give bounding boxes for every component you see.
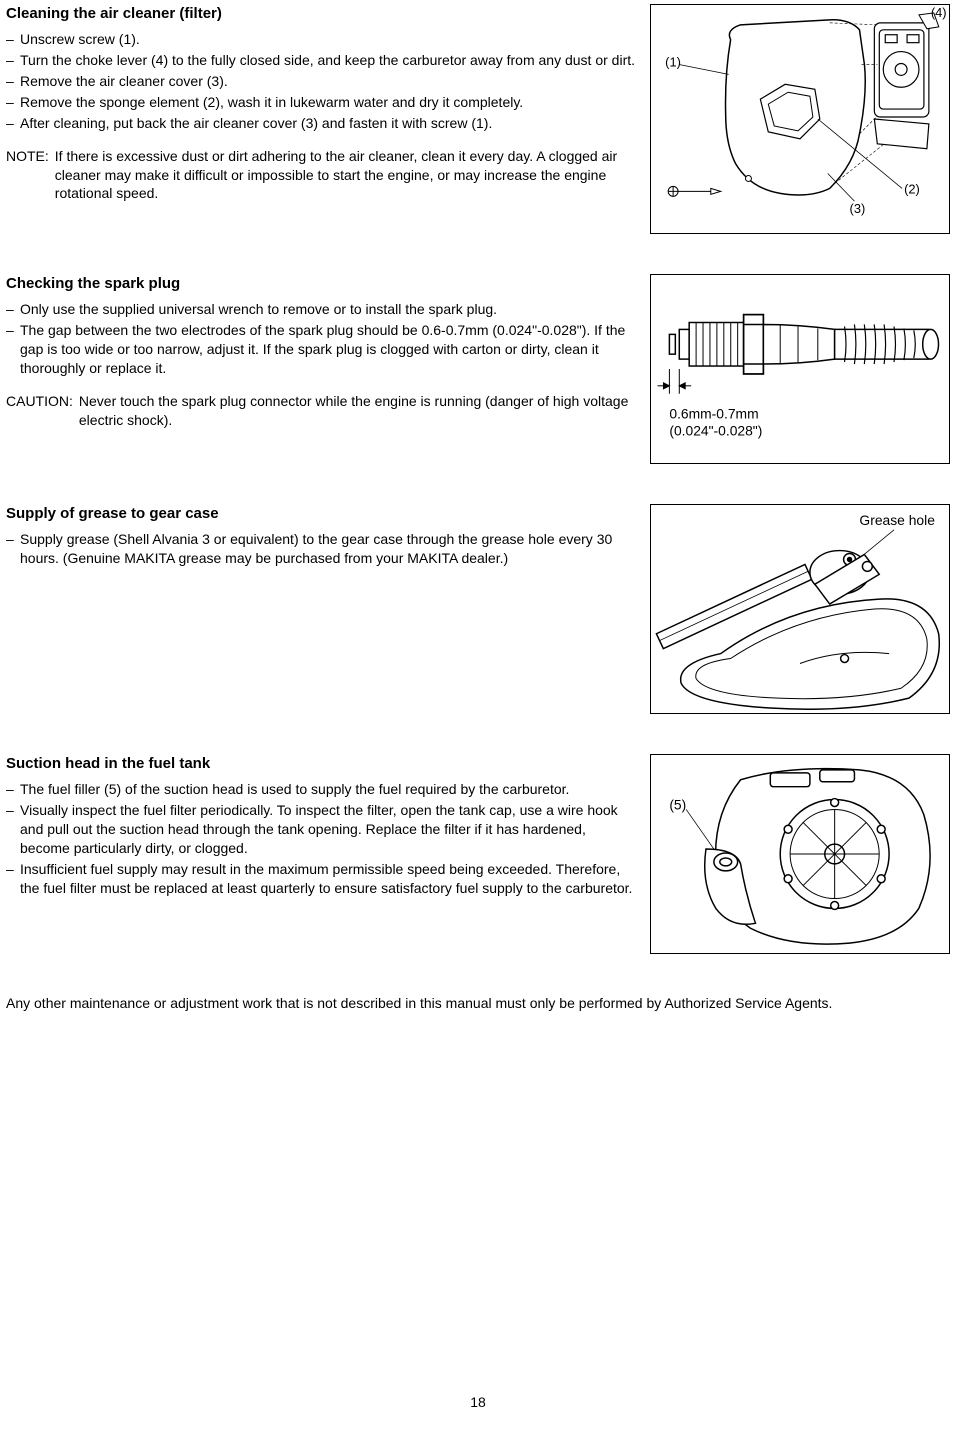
figure-air-cleaner: (1) (2) (3) (4) xyxy=(650,4,950,234)
list-item: The fuel filler (5) of the suction head … xyxy=(6,780,636,799)
list-suction: The fuel filler (5) of the suction head … xyxy=(6,780,636,897)
caution-block: CAUTION: Never touch the spark plug conn… xyxy=(6,392,636,430)
svg-text:(3): (3) xyxy=(850,201,866,216)
svg-text:(2): (2) xyxy=(904,181,920,196)
figure-grease: Grease hole xyxy=(650,504,950,714)
text-column: Supply of grease to gear case Supply gre… xyxy=(6,504,650,714)
text-column: Cleaning the air cleaner (filter) Unscre… xyxy=(6,4,650,234)
list-item: Remove the air cleaner cover (3). xyxy=(6,72,636,91)
grease-hole-label: Grease hole xyxy=(859,512,935,528)
list-item: Visually inspect the fuel filter periodi… xyxy=(6,801,636,858)
list-spark-plug: Only use the supplied universal wrench t… xyxy=(6,300,636,378)
list-item: Insufficient fuel supply may result in t… xyxy=(6,860,636,898)
list-item: Supply grease (Shell Alvania 3 or equiva… xyxy=(6,530,636,568)
list-item: Only use the supplied universal wrench t… xyxy=(6,300,636,319)
svg-text:(4): (4) xyxy=(931,5,947,20)
text-column: Suction head in the fuel tank The fuel f… xyxy=(6,754,650,954)
figure-column: (5) xyxy=(650,754,950,954)
figure-spark-plug: 0.6mm-0.7mm (0.024"-0.028") xyxy=(650,274,950,464)
note-block: NOTE: If there is excessive dust or dirt… xyxy=(6,147,636,204)
svg-text:(1): (1) xyxy=(665,54,681,69)
text-column: Checking the spark plug Only use the sup… xyxy=(6,274,650,464)
section-spark-plug: Checking the spark plug Only use the sup… xyxy=(6,274,950,464)
figure-suction: (5) xyxy=(650,754,950,954)
list-item: Turn the choke lever (4) to the fully cl… xyxy=(6,51,636,70)
fuel-tank-diagram-icon: (5) xyxy=(651,755,949,953)
list-item: Remove the sponge element (2), wash it i… xyxy=(6,93,636,112)
note-label: NOTE: xyxy=(6,147,55,204)
list-air-cleaner: Unscrew screw (1). Turn the choke lever … xyxy=(6,30,636,132)
list-grease: Supply grease (Shell Alvania 3 or equiva… xyxy=(6,530,636,568)
spark-plug-diagram-icon: 0.6mm-0.7mm (0.024"-0.028") xyxy=(651,275,949,463)
figure-column: 0.6mm-0.7mm (0.024"-0.028") xyxy=(650,274,950,464)
list-item: The gap between the two electrodes of th… xyxy=(6,321,636,378)
page-number: 18 xyxy=(6,1393,950,1412)
note-body: If there is excessive dust or dirt adher… xyxy=(55,147,636,204)
closing-text: Any other maintenance or adjustment work… xyxy=(6,994,950,1013)
heading-suction: Suction head in the fuel tank xyxy=(6,754,636,774)
section-suction-head: Suction head in the fuel tank The fuel f… xyxy=(6,754,950,954)
air-cleaner-diagram-icon: (1) (2) (3) (4) xyxy=(651,5,949,233)
gap-label-1: 0.6mm-0.7mm xyxy=(669,405,758,421)
section-grease: Supply of grease to gear case Supply gre… xyxy=(6,504,950,714)
list-item: Unscrew screw (1). xyxy=(6,30,636,49)
callout-5: (5) xyxy=(669,796,686,812)
section-air-cleaner: Cleaning the air cleaner (filter) Unscre… xyxy=(6,4,950,234)
list-item: After cleaning, put back the air cleaner… xyxy=(6,114,636,133)
heading-grease: Supply of grease to gear case xyxy=(6,504,636,524)
gear-case-diagram-icon: Grease hole xyxy=(651,505,949,713)
gap-label-2: (0.024"-0.028") xyxy=(669,422,762,438)
figure-column: (1) (2) (3) (4) xyxy=(650,4,950,234)
heading-spark-plug: Checking the spark plug xyxy=(6,274,636,294)
heading-air-cleaner: Cleaning the air cleaner (filter) xyxy=(6,4,636,24)
caution-body: Never touch the spark plug connector whi… xyxy=(79,392,636,430)
caution-label: CAUTION: xyxy=(6,392,79,430)
figure-column: Grease hole xyxy=(650,504,950,714)
